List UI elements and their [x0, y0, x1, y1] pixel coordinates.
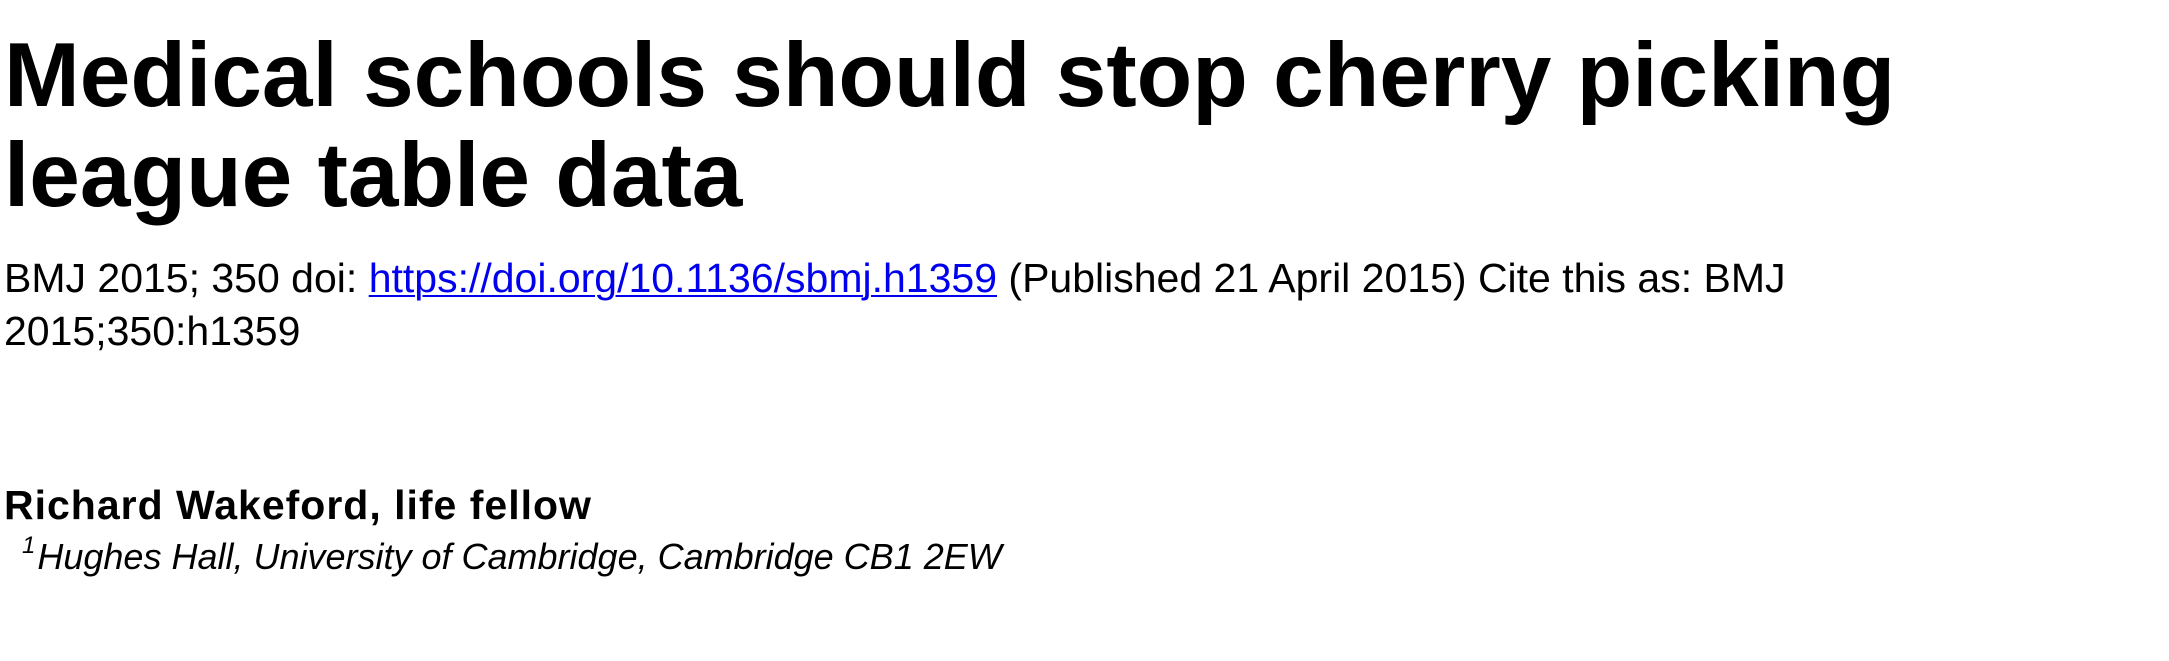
article-page: Medical schools should stop cherry picki… — [4, 0, 2164, 578]
citation-prefix: BMJ 2015; 350 doi: — [4, 255, 369, 301]
author-affiliation: 1Hughes Hall, University of Cambridge, C… — [22, 533, 1002, 581]
author-name: Richard Wakeford, life fellow — [4, 482, 592, 528]
citation-suffix: (Published 21 April 2015) Cite this as: … — [4, 255, 1786, 354]
article-title: Medical schools should stop cherry picki… — [4, 25, 1896, 226]
article-citation: BMJ 2015; 350 doi: https://doi.org/10.11… — [4, 226, 1964, 358]
doi-link[interactable]: https://doi.org/10.1136/sbmj.h1359 — [368, 255, 998, 301]
affiliation-marker: 1 — [22, 532, 36, 559]
affiliation-text: Hughes Hall, University of Cambridge, Ca… — [37, 536, 1002, 577]
